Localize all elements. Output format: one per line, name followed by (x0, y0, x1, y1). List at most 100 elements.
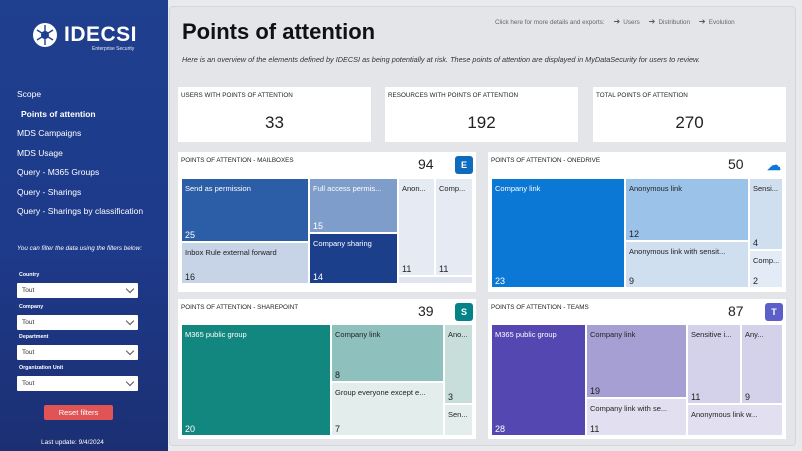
cell-value: 11 (590, 424, 600, 434)
treemap-cell[interactable]: Ano... 3 (444, 324, 473, 404)
exports-bar: Click here for more details and exports:… (495, 17, 735, 26)
panel-sharepoint: POINTS OF ATTENTION - SHAREPOINT 39 S M3… (178, 299, 476, 439)
cell-value: 7 (335, 424, 341, 434)
treemap-cell[interactable]: Sensi... 4 (749, 178, 783, 250)
treemap-cell[interactable]: Sensitive i... 11 (687, 324, 741, 404)
cell-label: Comp... (753, 256, 780, 265)
cell-label: Inbox Rule external forward (185, 248, 277, 257)
nav-item-scope[interactable]: Scope (17, 89, 42, 99)
reset-filters-button[interactable]: Reset filters (44, 405, 113, 420)
cell-value: 9 (629, 276, 635, 286)
kpi-total: TOTAL POINTS OF ATTENTION 270 (593, 87, 786, 142)
main-panel: Points of attention Here is an overview … (169, 6, 796, 446)
cell-value: 11 (691, 392, 701, 402)
panel-total: 87 (728, 303, 744, 319)
treemap-cell[interactable]: M365 public group 28 (491, 324, 586, 436)
cell-label: Anonymous link w... (691, 410, 758, 419)
arrow-right-icon: ➔ (648, 17, 656, 26)
treemap-cell[interactable]: Company sharing 14 (309, 233, 398, 284)
panel-mailboxes: POINTS OF ATTENTION - MAILBOXES 94 E Sen… (178, 152, 476, 292)
treemap-cell[interactable]: Comp... 11 (435, 178, 473, 276)
treemap-cell[interactable]: Anon... 11 (398, 178, 435, 276)
panel-total: 50 (728, 156, 744, 172)
nav-item-query-m365-groups[interactable]: Query - M365 Groups (17, 167, 100, 177)
nav-item-points-of-attention[interactable]: Points of attention (21, 108, 96, 119)
filter-label-company: Company (19, 304, 44, 310)
export-link-users[interactable]: Users (623, 19, 640, 26)
cell-label: Company link with se... (590, 404, 668, 413)
cell-value: 19 (590, 386, 601, 396)
panel-total: 94 (418, 156, 434, 172)
filter-label-organization-unit: Organization Unit (19, 365, 64, 371)
panel-label: POINTS OF ATTENTION - ONEDRIVE (491, 157, 601, 164)
page-title: Points of attention (182, 19, 376, 44)
treemap-cell[interactable] (398, 276, 473, 284)
teams-icon: T (765, 303, 783, 321)
cell-value: 12 (629, 229, 640, 239)
kpi-value: 33 (265, 113, 284, 132)
onedrive-icon: ☁ (767, 157, 781, 173)
page-subtitle: Here is an overview of the elements defi… (182, 55, 700, 64)
chevron-down-icon (125, 377, 135, 387)
cell-value: 11 (402, 264, 412, 274)
treemap-cell[interactable]: Company link with se... 11 (586, 398, 687, 436)
idecsi-logo-icon (33, 23, 57, 47)
treemap-cell[interactable]: Company link 8 (331, 324, 444, 382)
company-select[interactable]: Tout (17, 315, 138, 330)
department-select[interactable]: Tout (17, 345, 138, 360)
last-update: Last update: 9/4/2024 (41, 439, 104, 446)
cell-value: 23 (495, 276, 506, 286)
brand-tagline: Enterprise Security (92, 46, 135, 52)
filter-label-department: Department (19, 334, 49, 340)
cell-value: 25 (185, 230, 196, 240)
cell-value: 11 (439, 264, 449, 274)
treemap-cell[interactable]: Anonymous link w... (687, 404, 783, 436)
nav-item-mds-campaigns[interactable]: MDS Campaigns (17, 128, 82, 138)
organization-unit-select[interactable]: Tout (17, 376, 138, 391)
panel-total: 39 (418, 303, 434, 319)
exchange-icon: E (455, 156, 473, 174)
treemap-cell[interactable]: Group everyone except e... 7 (331, 382, 444, 436)
kpi-resources: RESOURCES WITH POINTS OF ATTENTION 192 (385, 87, 578, 142)
chevron-down-icon (125, 284, 135, 294)
cell-value: 15 (313, 221, 324, 231)
panel-label: POINTS OF ATTENTION - SHAREPOINT (181, 304, 299, 311)
cell-value: 2 (753, 276, 759, 286)
country-select-value: Tout (22, 287, 35, 294)
treemap-cell[interactable]: Anonymous link 12 (625, 178, 749, 241)
nav-item-query-sharings[interactable]: Query - Sharings (17, 186, 82, 197)
exports-label: Click here for more details and exports: (495, 19, 605, 26)
cell-label: Comp... (439, 184, 466, 193)
treemap-cell[interactable]: Send as permission 25 (181, 178, 309, 242)
department-select-value: Tout (22, 349, 35, 356)
kpi-label: USERS WITH POINTS OF ATTENTION (181, 92, 293, 99)
cell-label: Ano... (448, 330, 468, 339)
kpi-label: RESOURCES WITH POINTS OF ATTENTION (388, 92, 519, 99)
treemap-cell[interactable]: Full access permis... 15 (309, 178, 398, 233)
treemap-cell[interactable]: Inbox Rule external forward 16 (181, 242, 309, 284)
treemap-cell[interactable]: Any... 9 (741, 324, 783, 404)
brand-name: IDECSI (64, 23, 138, 46)
treemap-cell[interactable]: Sen... (444, 404, 473, 436)
treemap-cell[interactable]: M365 public group 20 (181, 324, 331, 436)
treemap-cell[interactable]: Comp... 2 (749, 250, 783, 288)
nav-item-query-sharings-classification[interactable]: Query - Sharings by classification (17, 206, 144, 216)
treemap-cell[interactable]: Anonymous link with sensit... 9 (625, 241, 749, 288)
company-select-value: Tout (22, 319, 35, 326)
nav-item-mds-usage[interactable]: MDS Usage (17, 147, 63, 158)
export-link-distribution[interactable]: Distribution (658, 19, 691, 26)
treemap-cell[interactable]: Company link 19 (586, 324, 687, 398)
kpi-value: 192 (467, 113, 496, 132)
kpi-value: 270 (675, 113, 704, 132)
panel-label: POINTS OF ATTENTION - TEAMS (491, 304, 589, 311)
country-select[interactable]: Tout (17, 283, 138, 298)
export-link-evolution[interactable]: Evolution (708, 19, 735, 26)
treemap-cell[interactable]: Company link 23 (491, 178, 625, 288)
arrow-right-icon: ➔ (613, 17, 621, 26)
cell-value: 8 (335, 370, 341, 380)
cell-label: Any... (745, 330, 764, 339)
cell-value: 16 (185, 272, 196, 282)
cell-label: Company link (495, 184, 541, 193)
filter-label-country: Country (19, 272, 40, 278)
panel-onedrive: POINTS OF ATTENTION - ONEDRIVE 50 ☁ Comp… (488, 152, 786, 292)
